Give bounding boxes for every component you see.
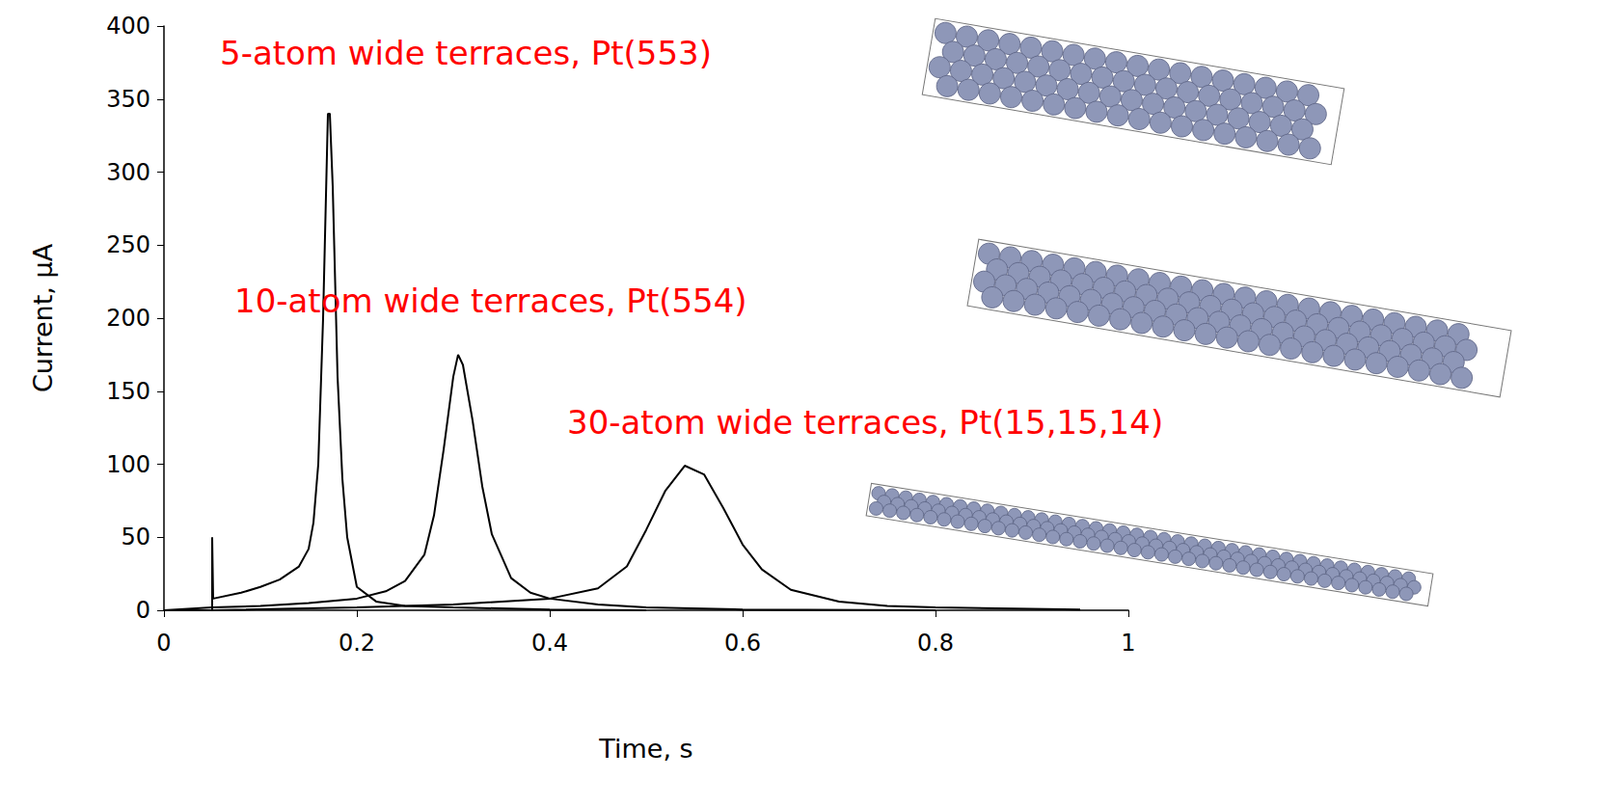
svg-text:150: 150 — [106, 378, 151, 406]
svg-text:350: 350 — [106, 85, 151, 113]
svg-text:Time, s: Time, s — [597, 733, 693, 764]
svg-text:0: 0 — [156, 629, 171, 657]
svg-text:30-atom wide terraces, Pt(15,1: 30-atom wide terraces, Pt(15,15,14) — [567, 403, 1164, 442]
svg-text:Current, μA: Current, μA — [27, 243, 58, 393]
svg-text:5-atom wide terraces, Pt(553): 5-atom wide terraces, Pt(553) — [219, 33, 712, 73]
svg-text:0.2: 0.2 — [338, 629, 376, 657]
svg-text:100: 100 — [106, 451, 151, 479]
svg-text:200: 200 — [106, 304, 151, 332]
svg-text:400: 400 — [106, 12, 151, 40]
svg-text:300: 300 — [106, 159, 151, 187]
svg-text:10-atom wide terraces, Pt(554): 10-atom wide terraces, Pt(554) — [234, 281, 748, 321]
svg-text:50: 50 — [120, 523, 151, 551]
svg-text:0.6: 0.6 — [724, 629, 761, 657]
svg-text:0: 0 — [135, 596, 151, 624]
svg-text:0.8: 0.8 — [917, 629, 954, 657]
svg-text:0.4: 0.4 — [531, 629, 569, 657]
svg-text:250: 250 — [106, 231, 151, 259]
svg-text:1: 1 — [1120, 629, 1136, 657]
